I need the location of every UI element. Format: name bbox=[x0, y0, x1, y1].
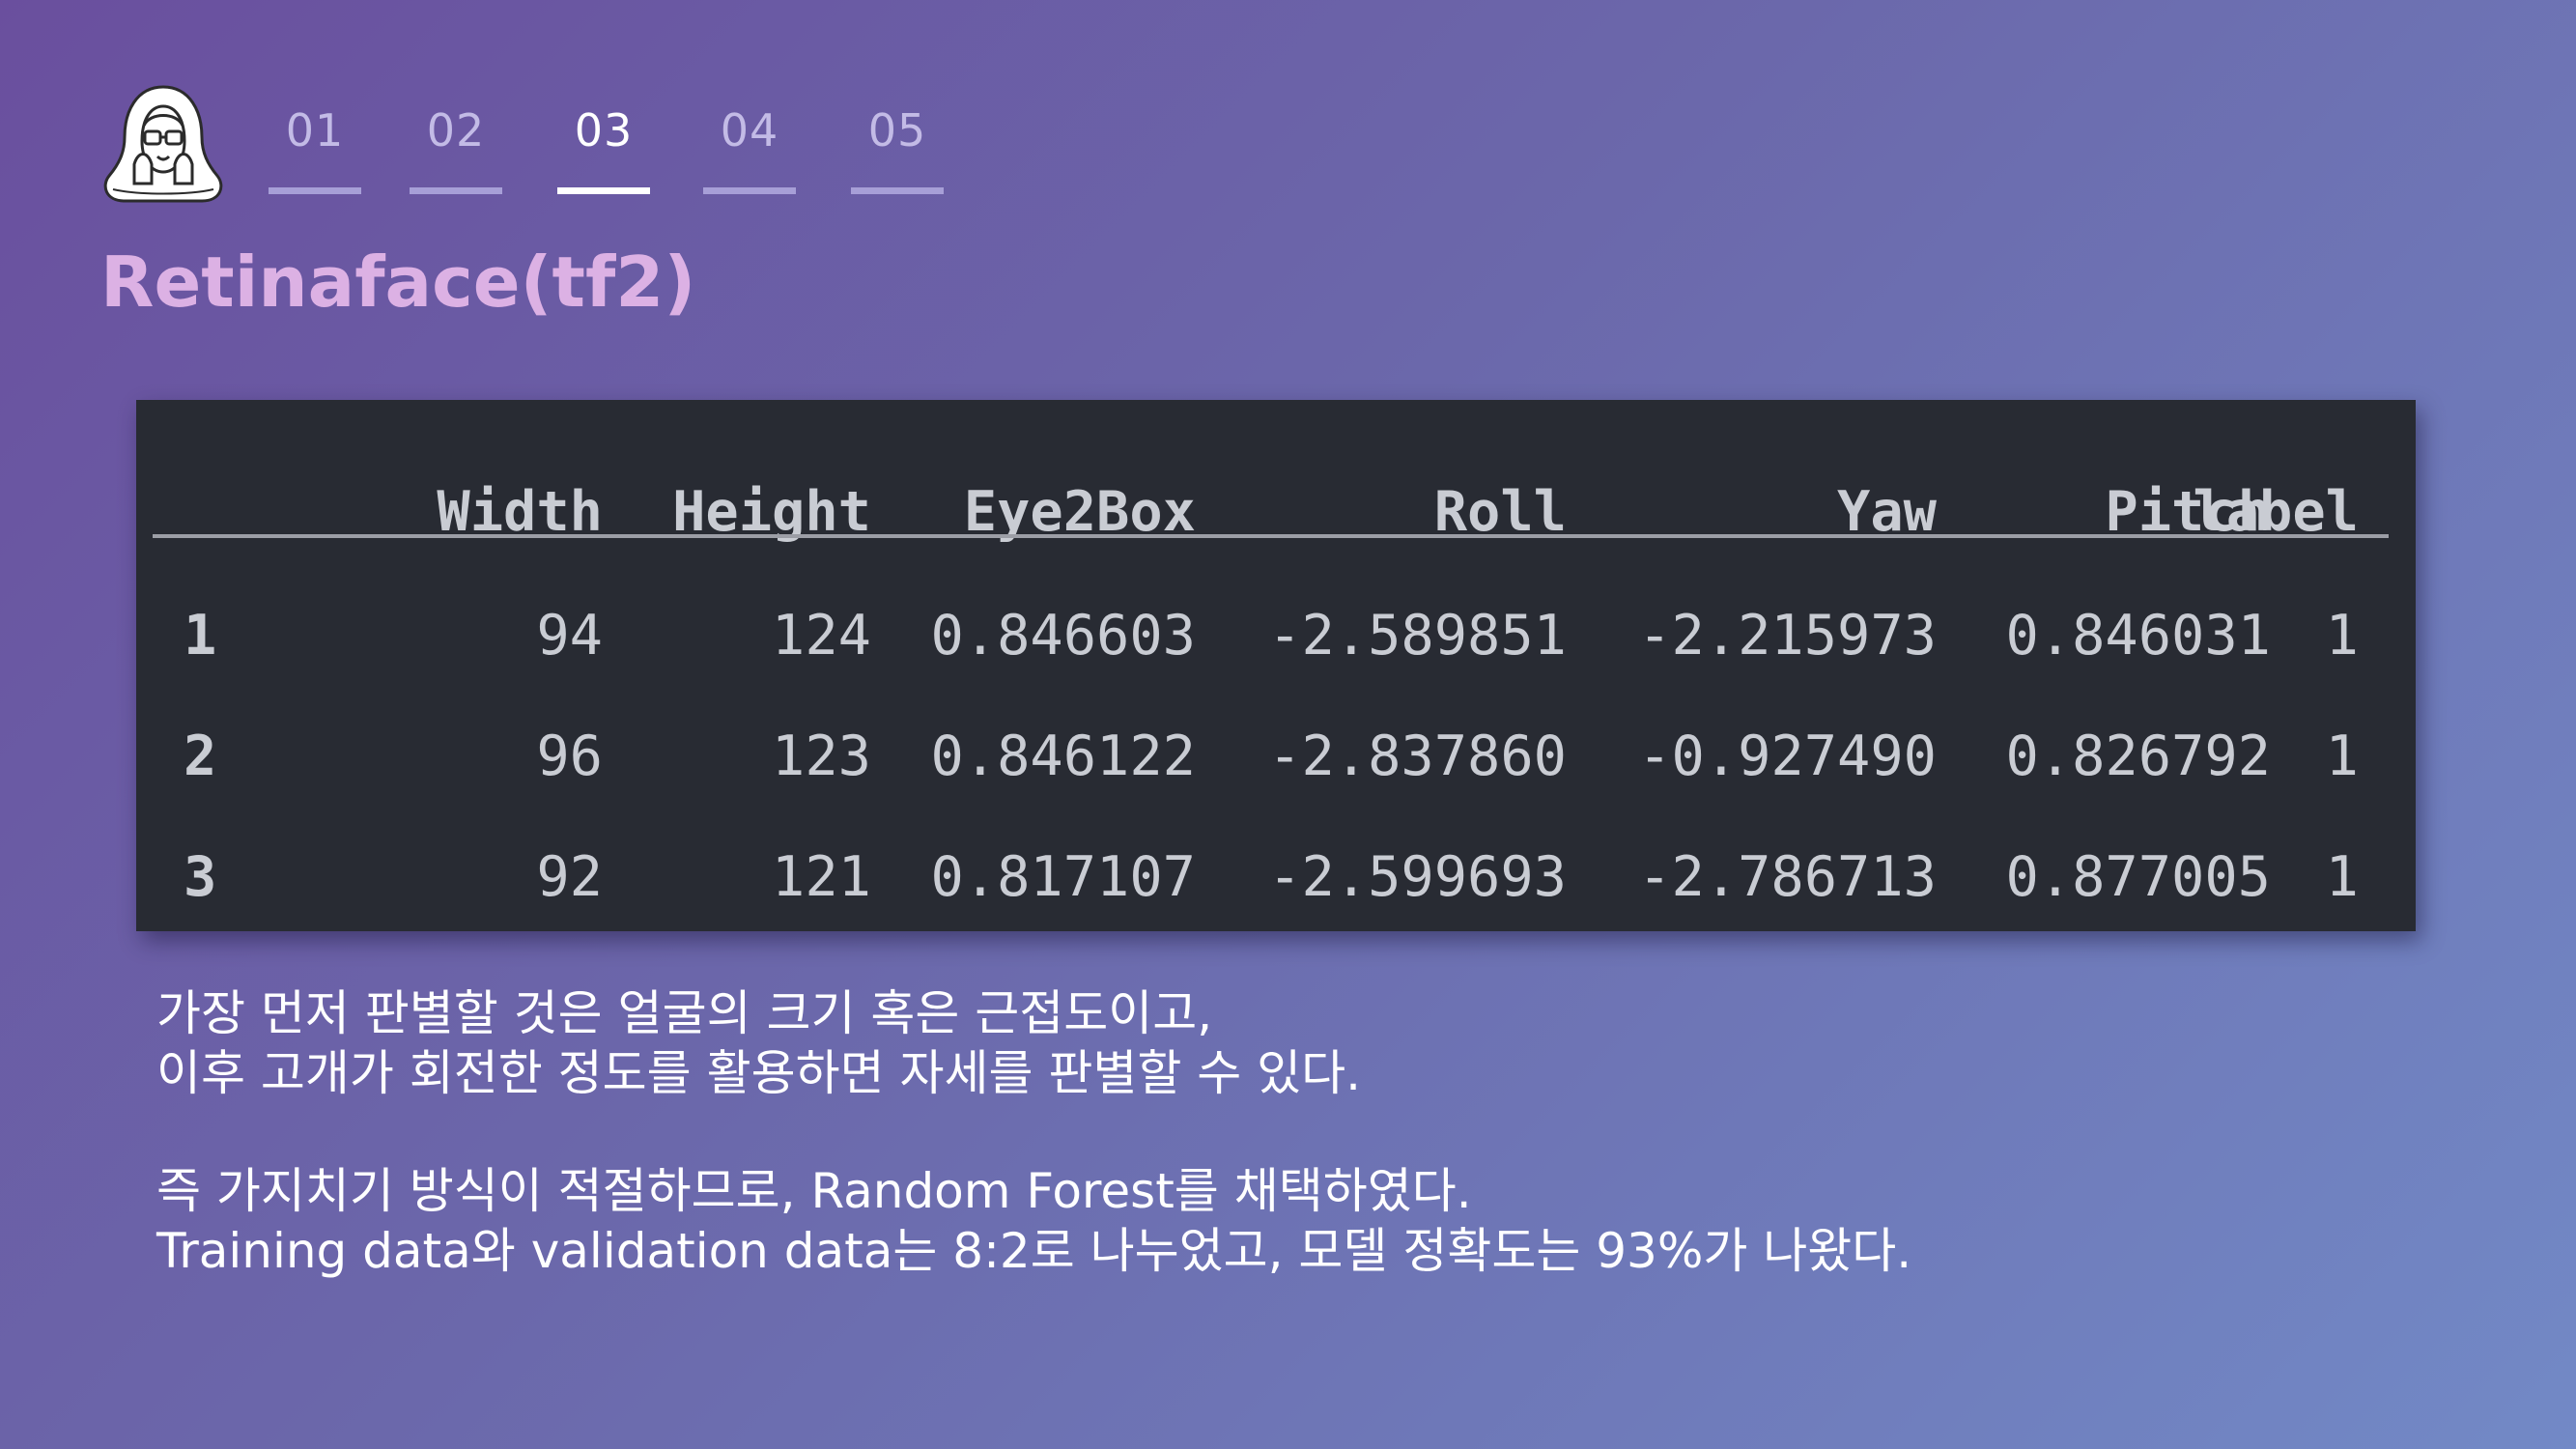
step-tab-03[interactable]: 03 bbox=[557, 97, 650, 194]
step-label: 03 bbox=[574, 104, 634, 156]
step-tab-05[interactable]: 05 bbox=[851, 97, 944, 194]
column-header-label: label bbox=[2193, 480, 2359, 544]
row-index: 2 bbox=[184, 724, 217, 788]
cell-eye2box: 0.817107 bbox=[930, 845, 1196, 909]
cell-roll: -2.837860 bbox=[1268, 724, 1567, 788]
step-label: 01 bbox=[285, 104, 345, 156]
note-line-4: Training data와 validation data는 8:2로 나누었… bbox=[156, 1223, 1912, 1279]
step-tab-02[interactable]: 02 bbox=[410, 97, 502, 194]
header-divider bbox=[153, 534, 2389, 538]
cell-label: 1 bbox=[2325, 724, 2359, 788]
cell-height: 121 bbox=[772, 845, 871, 909]
cell-label: 1 bbox=[2325, 604, 2359, 668]
cell-height: 124 bbox=[772, 604, 871, 668]
cell-roll: -2.599693 bbox=[1268, 845, 1567, 909]
cell-yaw: -0.927490 bbox=[1638, 724, 1937, 788]
row-index: 1 bbox=[184, 604, 217, 668]
step-tab-01[interactable]: 01 bbox=[269, 97, 361, 194]
paragraph-gap bbox=[156, 1103, 2378, 1161]
cell-eye2box: 0.846603 bbox=[930, 604, 1196, 668]
column-header-pitch: Pitch bbox=[2105, 480, 2271, 544]
cell-width: 96 bbox=[536, 724, 603, 788]
cell-width: 94 bbox=[536, 604, 603, 668]
step-underline bbox=[269, 187, 361, 194]
hooded-character-icon bbox=[103, 85, 223, 203]
cell-roll: -2.589851 bbox=[1268, 604, 1567, 668]
column-header-yaw: Yaw bbox=[1837, 480, 1937, 544]
dataframe-table: Width Height Eye2Box Roll Yaw Pitch labe… bbox=[136, 400, 2416, 931]
step-underline bbox=[851, 187, 944, 194]
note-line-3: 즉 가지치기 방식이 적절하므로, Random Forest를 채택하였다. bbox=[156, 1163, 1472, 1219]
column-header-eye2box: Eye2Box bbox=[963, 480, 1196, 544]
cell-pitch: 0.846031 bbox=[2005, 604, 2271, 668]
cell-yaw: -2.786713 bbox=[1638, 845, 1937, 909]
step-label: 05 bbox=[867, 104, 927, 156]
note-line-1: 가장 먼저 판별할 것은 얼굴의 크기 혹은 근접도이고, bbox=[156, 985, 1213, 1041]
dataframe-panel: Width Height Eye2Box Roll Yaw Pitch labe… bbox=[136, 400, 2416, 931]
step-label: 04 bbox=[720, 104, 779, 156]
step-tab-04[interactable]: 04 bbox=[703, 97, 796, 194]
description-text: 가장 먼저 판별할 것은 얼굴의 크기 혹은 근접도이고, 이후 고개가 회전한… bbox=[156, 983, 2378, 1281]
cell-eye2box: 0.846122 bbox=[930, 724, 1196, 788]
cell-pitch: 0.826792 bbox=[2005, 724, 2271, 788]
cell-pitch: 0.877005 bbox=[2005, 845, 2271, 909]
row-index: 3 bbox=[184, 845, 217, 909]
step-underline bbox=[557, 187, 650, 194]
note-line-2: 이후 고개가 회전한 정도를 활용하면 자세를 판별할 수 있다. bbox=[156, 1045, 1362, 1101]
cell-yaw: -2.215973 bbox=[1638, 604, 1937, 668]
cell-label: 1 bbox=[2325, 845, 2359, 909]
column-header-height: Height bbox=[672, 480, 871, 544]
cell-height: 123 bbox=[772, 724, 871, 788]
step-underline bbox=[410, 187, 502, 194]
step-label: 02 bbox=[426, 104, 486, 156]
page-title: Retinaface(tf2) bbox=[100, 242, 696, 323]
cell-width: 92 bbox=[536, 845, 603, 909]
column-header-roll: Roll bbox=[1433, 480, 1567, 544]
column-header-width: Width bbox=[437, 480, 603, 544]
step-underline bbox=[703, 187, 796, 194]
